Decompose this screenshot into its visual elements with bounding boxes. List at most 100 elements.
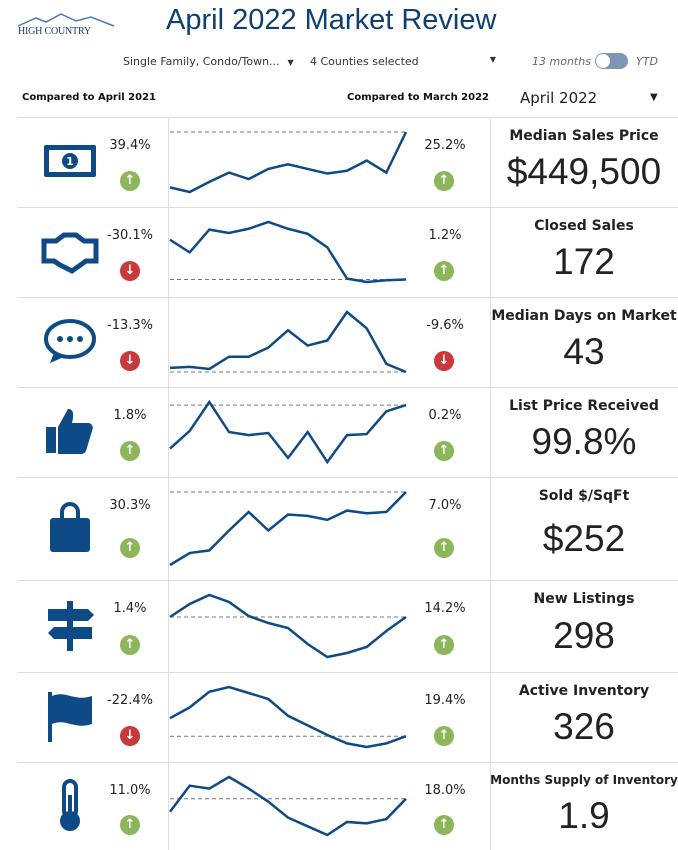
chevron-down-icon: ▼ — [650, 92, 658, 103]
arrow-up-icon: ↑ — [434, 635, 454, 655]
arrow-up-icon: ↑ — [434, 441, 454, 461]
sparkline — [169, 775, 407, 837]
mom-change: 7.0% — [428, 498, 462, 513]
arrow-down-icon: ↓ — [434, 351, 454, 371]
yoy-change: -30.1% — [107, 228, 153, 243]
metric-label: Median Days on Market — [491, 308, 677, 324]
mom-change: 1.2% — [428, 228, 462, 243]
metric-value: 99.8% — [531, 421, 637, 462]
yoy-change: 11.0% — [109, 783, 151, 798]
trend-line — [169, 399, 407, 464]
sparkline — [169, 131, 408, 194]
page-title: April 2022 Market Review — [166, 4, 497, 36]
arrow-down-icon: ↓ — [120, 726, 140, 746]
arrow-up-icon: ↑ — [434, 726, 454, 746]
mom-change: 25.2% — [424, 138, 466, 153]
trend-line — [169, 310, 407, 374]
sparkline — [169, 685, 407, 749]
arrow-up-icon: ↑ — [434, 261, 454, 281]
counties-value: 4 Counties selected — [310, 55, 419, 68]
thumbs-up-icon — [46, 409, 93, 454]
trend-line — [169, 220, 407, 284]
logo-text: HIGH COUNTRY — [18, 26, 91, 37]
metric-label: Sold $/SqFt — [538, 488, 630, 504]
sparkline — [169, 399, 407, 464]
mom-change: -9.6% — [426, 318, 464, 333]
arrow-up-icon: ↑ — [120, 635, 140, 655]
metric-row: 1 39.4% ↑ 25.2% ↑ Median Sales Price $44… — [18, 117, 678, 207]
metric-value: 326 — [553, 706, 615, 747]
month-dropdown[interactable]: April 2022 ▼ — [520, 89, 658, 107]
metric-row: -13.3% ↓ -9.6% ↓ Median Days on Market 4… — [18, 297, 678, 387]
period-toggle[interactable] — [595, 53, 628, 69]
arrow-up-icon: ↑ — [120, 537, 140, 558]
metric-label: New Listings — [533, 591, 635, 607]
trend-line — [169, 593, 407, 659]
arrow-up-icon: ↑ — [120, 441, 140, 461]
handshake-icon — [41, 232, 99, 274]
metric-row: 1.8% ↑ 0.2% ↑ List Price Received 99.8% — [18, 387, 678, 477]
month-value: April 2022 — [520, 89, 598, 107]
arrow-up-icon: ↑ — [434, 815, 454, 835]
mom-change: 18.0% — [424, 783, 466, 798]
counties-dropdown[interactable]: 4 Counties selected ▼ — [310, 55, 500, 68]
sparkline — [169, 220, 407, 284]
metric-value: 43 — [563, 331, 605, 372]
logo — [17, 13, 115, 27]
metric-label: Months Supply of Inventory — [490, 773, 678, 787]
mom-header: Compared to March 2022 — [347, 92, 490, 103]
yoy-change: 1.8% — [113, 408, 147, 423]
flag-icon — [48, 692, 92, 742]
metric-row: -22.4% ↓ 19.4% ↑ Active Inventory 326 — [18, 672, 678, 762]
arrow-up-icon: ↑ — [120, 171, 140, 191]
column-divider — [168, 117, 169, 850]
metric-row: 11.0% ↑ 18.0% ↑ Months Supply of Invento… — [18, 762, 678, 850]
metric-label: Closed Sales — [534, 218, 634, 234]
chevron-down-icon: ▼ — [287, 58, 294, 67]
column-divider — [490, 117, 491, 850]
chat-icon — [44, 319, 96, 363]
property-type-dropdown[interactable]: Single Family, Condo/Town... ▼ — [123, 55, 294, 68]
metric-label: Active Inventory — [518, 683, 650, 699]
yoy-change: -13.3% — [107, 318, 153, 333]
sparkline — [169, 491, 407, 567]
trend-line — [169, 685, 407, 749]
arrow-down-icon: ↓ — [120, 351, 140, 371]
trend-line — [169, 491, 407, 567]
thermometer-icon — [60, 779, 80, 831]
toggle-label-ytd: YTD — [636, 55, 658, 68]
sparkline — [169, 593, 407, 659]
toggle-label-13-months: 13 months — [532, 55, 591, 68]
metric-label: Median Sales Price — [509, 128, 659, 144]
yoy-change: 1.4% — [113, 601, 147, 616]
yoy-change: 39.4% — [109, 138, 151, 153]
metric-label: List Price Received — [509, 398, 659, 414]
yoy-change: -22.4% — [107, 693, 153, 708]
trend-line — [169, 775, 407, 837]
money-icon: 1 — [44, 145, 96, 177]
sparkline — [169, 310, 407, 374]
metric-row: 30.3% ↑ 7.0% ↑ Sold $/SqFt $252 — [18, 477, 678, 580]
arrow-up-icon: ↑ — [120, 815, 140, 835]
trend-line — [169, 131, 408, 194]
metric-value: 1.9 — [558, 795, 610, 836]
property-type-value: Single Family, Condo/Town... — [123, 55, 280, 68]
shopping-bag-icon — [50, 501, 90, 552]
arrow-up-icon: ↑ — [434, 171, 454, 191]
svg-text:1: 1 — [66, 155, 74, 168]
arrow-down-icon: ↓ — [120, 261, 140, 281]
chevron-down-icon: ▼ — [489, 55, 496, 64]
signpost-icon — [48, 601, 94, 651]
metric-value: 172 — [553, 241, 615, 282]
metric-value: $252 — [542, 517, 626, 559]
arrow-up-icon: ↑ — [434, 537, 454, 558]
yoy-change: 30.3% — [109, 498, 151, 513]
mom-change: 14.2% — [424, 601, 466, 616]
metric-value: $449,500 — [506, 151, 662, 192]
metric-row: -30.1% ↓ 1.2% ↑ Closed Sales 172 — [18, 207, 678, 297]
mom-change: 0.2% — [428, 408, 462, 423]
metric-value: 298 — [553, 615, 615, 656]
metric-row: 1.4% ↑ 14.2% ↑ New Listings 298 — [18, 580, 678, 672]
mom-change: 19.4% — [424, 693, 466, 708]
yoy-header: Compared to April 2021 — [22, 92, 157, 103]
